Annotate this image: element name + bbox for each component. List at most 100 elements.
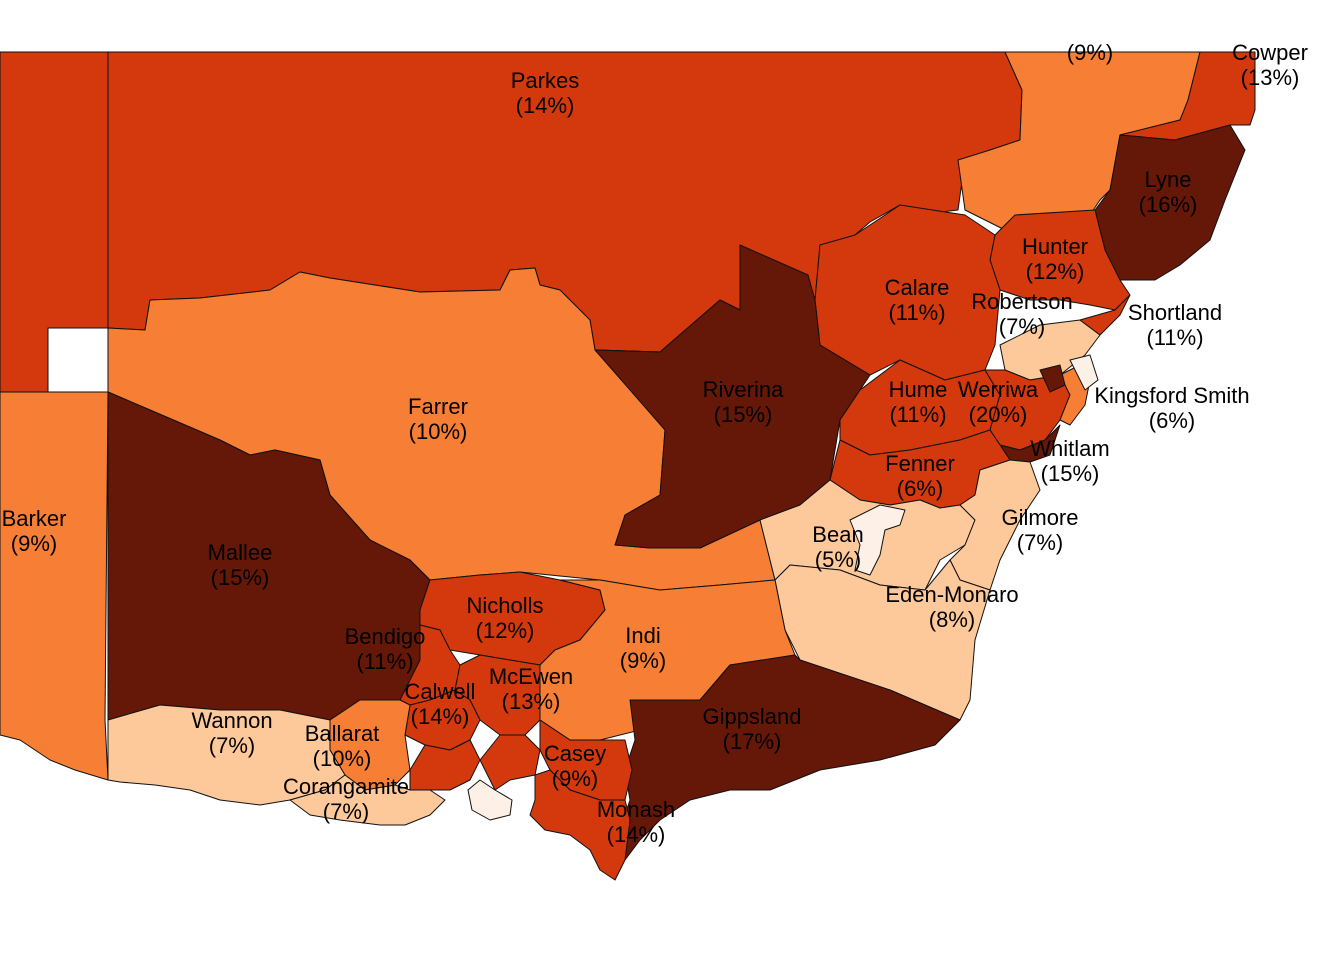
label-name-mallee: Mallee xyxy=(208,540,273,565)
label-name-casey: Casey xyxy=(544,741,606,766)
label-value-calare: (11%) xyxy=(888,300,945,325)
label-value-whitlam: (15%) xyxy=(1041,461,1100,486)
label-value-hunter: (12%) xyxy=(1026,259,1085,284)
label-value-mallee: (15%) xyxy=(211,565,270,590)
label-calwell: Calwell (14%) xyxy=(405,679,476,729)
label-parkes: Parkes (14%) xyxy=(511,68,579,118)
label-name-bean: Bean xyxy=(812,522,863,547)
label-value-corangamite: (7%) xyxy=(323,799,369,824)
label-gilmore: Gilmore (7%) xyxy=(1001,505,1078,555)
label-hume: Hume (11%) xyxy=(889,377,948,427)
label-monash: Monash (14%) xyxy=(597,797,675,847)
label-value-robertson: (7%) xyxy=(999,314,1045,339)
label-name-calwell: Calwell xyxy=(405,679,476,704)
label-name-hume: Hume xyxy=(889,377,948,402)
label-name-lyne: Lyne xyxy=(1145,167,1192,192)
label-cowper: Cowper (13%) xyxy=(1232,40,1308,90)
label-ballarat: Ballarat (10%) xyxy=(305,721,380,771)
label-name-werriwa: Werriwa xyxy=(958,377,1039,402)
label-bendigo: Bendigo (11%) xyxy=(345,624,426,674)
label-eden-monaro: Eden-Monaro (8%) xyxy=(885,582,1018,632)
label-whitlam: Whitlam (15%) xyxy=(1030,436,1109,486)
map-labels: Parkes (14%)Cowper (13%)(9%)Lyne (16%)Hunte… xyxy=(2,40,1308,847)
label-shortland: Shortland (11%) xyxy=(1128,300,1222,350)
region-syd-city xyxy=(1069,354,1099,391)
label-name-wannon: Wannon xyxy=(191,708,272,733)
label-name-corangamite: Corangamite xyxy=(283,774,409,799)
label-value-cowper: (13%) xyxy=(1241,65,1300,90)
label-name-hunter: Hunter xyxy=(1022,234,1088,259)
label-nicholls: Nicholls (12%) xyxy=(466,593,543,643)
label-name-gippsland: Gippsland xyxy=(702,704,801,729)
label-mallee: Mallee (15%) xyxy=(208,540,273,590)
label-value-nicholls: (12%) xyxy=(476,618,535,643)
label-value-gilmore: (7%) xyxy=(1017,530,1063,555)
label-werriwa: Werriwa (20%) xyxy=(958,377,1039,427)
label-name-calare: Calare xyxy=(885,275,950,300)
label-name-ballarat: Ballarat xyxy=(305,721,380,746)
region-sa-nw xyxy=(0,51,109,393)
label-mcewen: McEwen (13%) xyxy=(489,664,573,714)
label-wannon: Wannon (7%) xyxy=(191,708,272,758)
region-barker xyxy=(0,391,109,781)
label-kingsford-smith: Kingsford Smith (6%) xyxy=(1094,383,1249,433)
label-hunter: Hunter (12%) xyxy=(1022,234,1088,284)
region-act-core xyxy=(849,504,906,576)
label-name-cowper: Cowper xyxy=(1232,40,1308,65)
label-name-parkes: Parkes xyxy=(511,68,579,93)
label-corangamite: Corangamite (7%) xyxy=(283,774,409,824)
label-fenner: Fenner (6%) xyxy=(885,451,955,501)
label-gippsland: Gippsland (17%) xyxy=(702,704,801,754)
label-robertson: Robertson (7%) xyxy=(971,289,1073,339)
label-value-barker: (9%) xyxy=(11,531,57,556)
label-value-lyne: (16%) xyxy=(1139,192,1198,217)
label-value-ne-top: (9%) xyxy=(1067,40,1113,65)
label-value-shortland: (11%) xyxy=(1146,325,1203,350)
label-value-kingsford-smith: (6%) xyxy=(1149,408,1195,433)
region-melb-bay xyxy=(467,779,513,821)
label-name-monash: Monash xyxy=(597,797,675,822)
label-value-ballarat: (10%) xyxy=(313,746,372,771)
label-value-eden-monaro: (8%) xyxy=(929,607,975,632)
region-monash xyxy=(529,769,631,881)
map-regions xyxy=(0,51,1256,881)
label-farrer: Farrer (10%) xyxy=(408,394,468,444)
label-name-barker: Barker xyxy=(2,506,67,531)
label-ne-top: (9%) xyxy=(1067,40,1113,65)
label-name-bendigo: Bendigo xyxy=(345,624,426,649)
label-value-mcewen: (13%) xyxy=(502,689,561,714)
region-melb-n xyxy=(479,734,541,791)
label-name-fenner: Fenner xyxy=(885,451,955,476)
region-corangamite xyxy=(289,774,446,826)
region-geelong xyxy=(409,739,481,791)
label-value-farrer: (10%) xyxy=(409,419,468,444)
label-value-calwell: (14%) xyxy=(411,704,470,729)
label-value-bean: (5%) xyxy=(815,547,861,572)
label-value-bendigo: (11%) xyxy=(356,649,413,674)
label-name-gilmore: Gilmore xyxy=(1001,505,1078,530)
label-riverina: Riverina (15%) xyxy=(703,377,784,427)
label-lyne: Lyne (16%) xyxy=(1139,167,1198,217)
label-indi: Indi (9%) xyxy=(620,623,666,673)
label-value-riverina: (15%) xyxy=(714,402,773,427)
region-gilmore xyxy=(949,459,1041,591)
label-name-riverina: Riverina xyxy=(703,377,784,402)
label-calare: Calare (11%) xyxy=(885,275,950,325)
label-name-whitlam: Whitlam xyxy=(1030,436,1109,461)
label-name-robertson: Robertson xyxy=(971,289,1073,314)
region-shortland xyxy=(1079,294,1131,336)
label-name-eden-monaro: Eden-Monaro xyxy=(885,582,1018,607)
label-casey: Casey (9%) xyxy=(544,741,606,791)
label-value-werriwa: (20%) xyxy=(969,402,1028,427)
label-name-indi: Indi xyxy=(625,623,660,648)
label-name-mcewen: McEwen xyxy=(489,664,573,689)
label-barker: Barker (9%) xyxy=(2,506,67,556)
label-value-hume: (11%) xyxy=(889,402,946,427)
label-value-wannon: (7%) xyxy=(209,733,255,758)
region-syd-mid xyxy=(1039,364,1066,393)
label-value-fenner: (6%) xyxy=(897,476,943,501)
label-name-nicholls: Nicholls xyxy=(466,593,543,618)
region-calwell xyxy=(404,689,481,751)
label-value-monash: (14%) xyxy=(607,822,666,847)
